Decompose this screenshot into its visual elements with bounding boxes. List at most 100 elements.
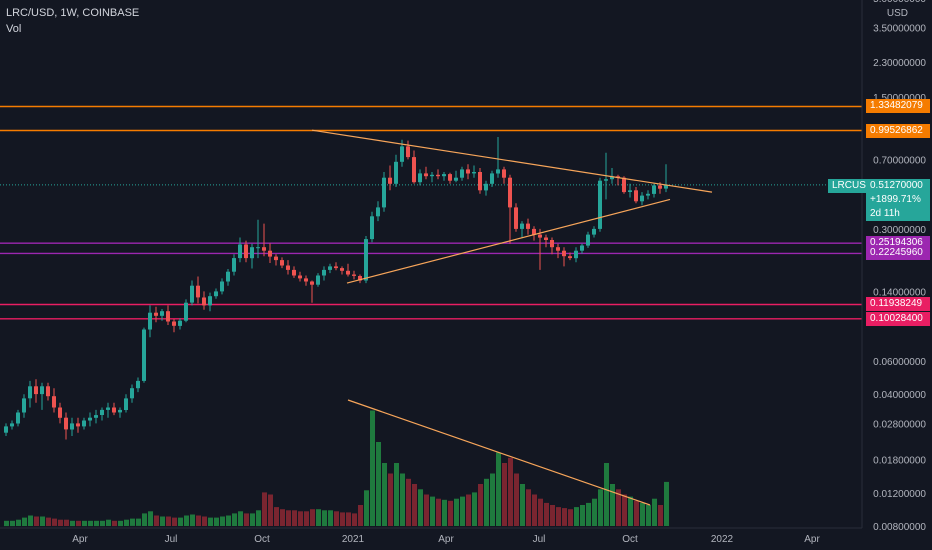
x-tick-label: Oct	[254, 534, 270, 545]
price-change-percent: +1899.71%	[866, 193, 930, 207]
candle-body	[448, 174, 452, 181]
volume-bar	[526, 489, 531, 526]
candle-body	[394, 162, 398, 184]
volume-bar	[82, 521, 87, 526]
candle-body	[298, 276, 302, 279]
candle-body	[496, 169, 500, 173]
volume-bar	[298, 511, 303, 526]
volume-bar	[268, 495, 273, 527]
candle-body	[634, 190, 638, 201]
candle-body	[202, 298, 206, 306]
y-tick-label: 0.06000000	[873, 357, 926, 368]
volume-bar	[346, 512, 351, 526]
candle-body	[220, 282, 224, 292]
candle-body	[382, 178, 386, 208]
volume-bar	[652, 499, 657, 526]
volume-bar	[418, 489, 423, 526]
candle-body	[598, 181, 602, 229]
volume-bar	[352, 513, 357, 526]
candles	[4, 137, 668, 440]
volume-bar	[574, 507, 579, 526]
candle-body	[88, 418, 92, 421]
level-price-label: 1.33482079	[866, 99, 930, 113]
volume-bar	[16, 520, 21, 526]
volume-bar	[10, 521, 15, 526]
volume-bar	[76, 521, 81, 526]
volume-bar	[466, 495, 471, 527]
volume-bar	[400, 474, 405, 527]
candle-body	[10, 423, 14, 426]
candle-body	[268, 251, 272, 257]
volume-bar	[484, 479, 489, 526]
y-tick-label: 0.04000000	[873, 390, 926, 401]
candle-body	[58, 408, 62, 418]
volume-bar	[322, 510, 327, 526]
volume-bar	[478, 484, 483, 526]
volume-bar	[370, 411, 375, 527]
volume-bar	[160, 517, 165, 527]
volume-bar	[112, 521, 117, 526]
candle-body	[412, 157, 416, 182]
volume-bar	[214, 518, 219, 526]
candle-body	[100, 410, 104, 415]
candle-body	[580, 246, 584, 251]
candle-body	[364, 239, 368, 280]
candle-body	[166, 311, 170, 321]
volume-bar	[514, 474, 519, 527]
x-tick-label: Oct	[622, 534, 638, 545]
candle-body	[526, 224, 530, 229]
candle-body	[310, 282, 314, 285]
x-tick-label: Jul	[165, 534, 178, 545]
candle-body	[370, 216, 374, 239]
x-tick-label: 2021	[342, 534, 365, 545]
candle-body	[52, 396, 56, 407]
candle-body	[484, 184, 488, 191]
candle-body	[250, 247, 254, 258]
volume-bar	[202, 517, 207, 527]
volume-bar	[532, 495, 537, 527]
x-tick-label: Jul	[533, 534, 546, 545]
volume-bar	[88, 521, 93, 526]
candle-body	[214, 291, 218, 296]
candle-body	[292, 270, 296, 276]
y-tick-label: 0.01200000	[873, 489, 926, 500]
volume-bar	[490, 474, 495, 527]
candle-body	[94, 415, 98, 418]
candle-body	[550, 240, 554, 247]
volume-bar	[424, 495, 429, 527]
volume-bar	[154, 516, 159, 527]
y-tick-label: 2.30000000	[873, 58, 926, 69]
candle-body	[406, 146, 410, 157]
horizontal-levels	[0, 107, 862, 319]
volume-bar	[430, 497, 435, 526]
candle-body	[400, 146, 404, 161]
candle-body	[286, 266, 290, 270]
candle-body	[502, 169, 506, 177]
candle-body	[190, 286, 194, 303]
candle-body	[472, 172, 476, 173]
volume-bar	[556, 507, 561, 526]
candle-body	[544, 238, 548, 241]
volume-bar	[52, 519, 57, 526]
candle-body	[592, 229, 596, 235]
axis-currency-label: USD	[866, 7, 930, 21]
candle-body	[376, 207, 380, 216]
volume-bar	[376, 442, 381, 526]
volume-bar	[586, 503, 591, 526]
last-price-value: 0.51270000	[866, 179, 930, 193]
candle-body	[178, 321, 182, 326]
volume-bar	[148, 511, 153, 526]
volume-bar	[190, 515, 195, 527]
volume-bar	[604, 463, 609, 526]
volume-bar	[610, 484, 615, 526]
candle-body	[256, 247, 260, 248]
volume-bar	[100, 521, 105, 526]
candle-body	[640, 196, 644, 202]
volume-bar	[244, 513, 249, 526]
candle-body	[238, 245, 242, 259]
candle-body	[28, 386, 32, 398]
candle-body	[604, 179, 608, 181]
candle-body	[466, 169, 470, 173]
volume-bar	[142, 513, 147, 526]
